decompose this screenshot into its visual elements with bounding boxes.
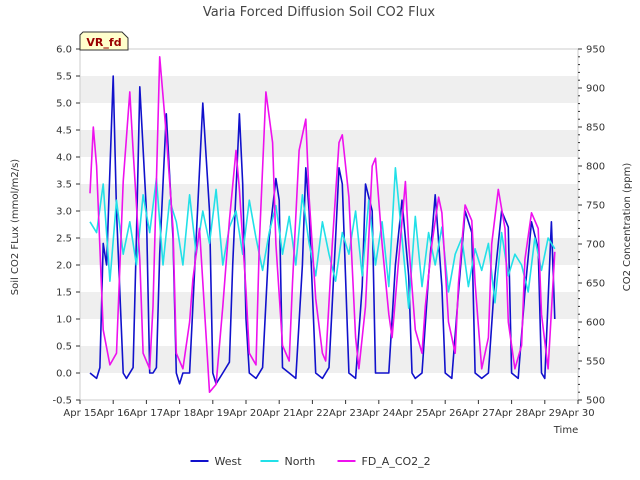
y2-tick-label: 650 <box>586 279 605 290</box>
legend-label: North <box>285 455 316 468</box>
legend-item: FD_A_CO2_2 <box>337 455 431 468</box>
x-tick-label: Apr 15 <box>63 408 96 419</box>
legend-label: FD_A_CO2_2 <box>362 455 431 468</box>
y2-tick-label: 500 <box>586 396 605 407</box>
y-tick-label: 1.0 <box>56 315 72 326</box>
y-tick-label: 3.0 <box>56 207 72 218</box>
y2-tick-label: 900 <box>586 84 605 95</box>
y2-tick-label: 600 <box>586 318 605 329</box>
y-tick-label: 0.0 <box>56 369 72 380</box>
x-tick-label: Apr 19 <box>196 408 229 419</box>
chart-title: Varia Forced Diffusion Soil CO2 Flux <box>203 5 436 20</box>
y-axis-right: 500 550 600 650 700 750 800 850 900 950 <box>578 45 605 407</box>
y-tick-label: 5.0 <box>56 99 72 110</box>
y-axis-left: -0.5 0.0 0.5 1.0 1.5 2.0 2.5 3.0 3.5 4.0 4.5 5.0 5.5… <box>52 45 80 407</box>
x-axis: Apr 15 Apr 16 Apr 17 Apr 18 Apr 19 Apr 20 Apr … <box>63 400 595 419</box>
x-tick-label: Apr 17 <box>130 408 163 419</box>
x-tick-label: Apr 30 <box>561 408 594 419</box>
legend: West North FD_A_CO2_2 <box>190 455 431 468</box>
y2-tick-label: 950 <box>586 45 605 56</box>
y2-tick-label: 750 <box>586 201 605 212</box>
plot-background <box>80 49 578 400</box>
y2-tick-label: 800 <box>586 162 605 173</box>
series-line-fd-a-co2-2 <box>89 55 556 394</box>
x-tick-label: Apr 25 <box>395 408 428 419</box>
x-axis-label: Time <box>553 425 578 436</box>
y-tick-label: 6.0 <box>56 45 72 56</box>
legend-item: West <box>190 455 243 468</box>
y-tick-label: 2.5 <box>56 234 72 245</box>
plot-frame <box>79 48 579 401</box>
y2-tick-label: 550 <box>586 357 605 368</box>
y2-tick-label: 700 <box>586 240 605 251</box>
y-tick-label: 2.0 <box>56 261 72 272</box>
series-line-north <box>89 167 556 310</box>
y-axis-label: Soil CO2 FLux (mmol/m2/s) <box>10 159 21 296</box>
grid-band <box>80 76 578 103</box>
y-tick-label: 4.5 <box>56 126 72 137</box>
vr-fd-badge-label: VR_fd <box>86 36 121 49</box>
y-tick-label: 1.5 <box>56 288 72 299</box>
x-tick-label: Apr 20 <box>229 408 262 419</box>
vr-fd-badge: VR_fd <box>79 31 129 51</box>
y-tick-label: 5.5 <box>56 72 72 83</box>
x-tick-label: Apr 21 <box>263 408 296 419</box>
x-tick-label: Apr 18 <box>163 408 196 419</box>
x-tick-label: Apr 28 <box>495 408 528 419</box>
y-tick-label: 0.5 <box>56 342 72 353</box>
x-tick-label: Apr 16 <box>97 408 130 419</box>
legend-item: North <box>260 455 316 468</box>
series-line-west <box>89 75 556 385</box>
x-tick-label: Apr 23 <box>329 408 362 419</box>
y-tick-label: 4.0 <box>56 153 72 164</box>
x-tick-label: Apr 22 <box>296 408 329 419</box>
x-tick-label: Apr 27 <box>462 408 495 419</box>
x-tick-label: Apr 24 <box>362 408 395 419</box>
y2-tick-label: 850 <box>586 123 605 134</box>
legend-label: West <box>215 455 243 468</box>
y-tick-label: 3.5 <box>56 180 72 191</box>
grid-band <box>80 130 578 157</box>
series-layer <box>89 55 556 394</box>
x-tick-label: Apr 26 <box>429 408 462 419</box>
y-tick-label: -0.5 <box>52 396 72 407</box>
x-tick-label: Apr 29 <box>528 408 561 419</box>
y2-axis-label: CO2 Concentration (ppm) <box>622 163 633 292</box>
